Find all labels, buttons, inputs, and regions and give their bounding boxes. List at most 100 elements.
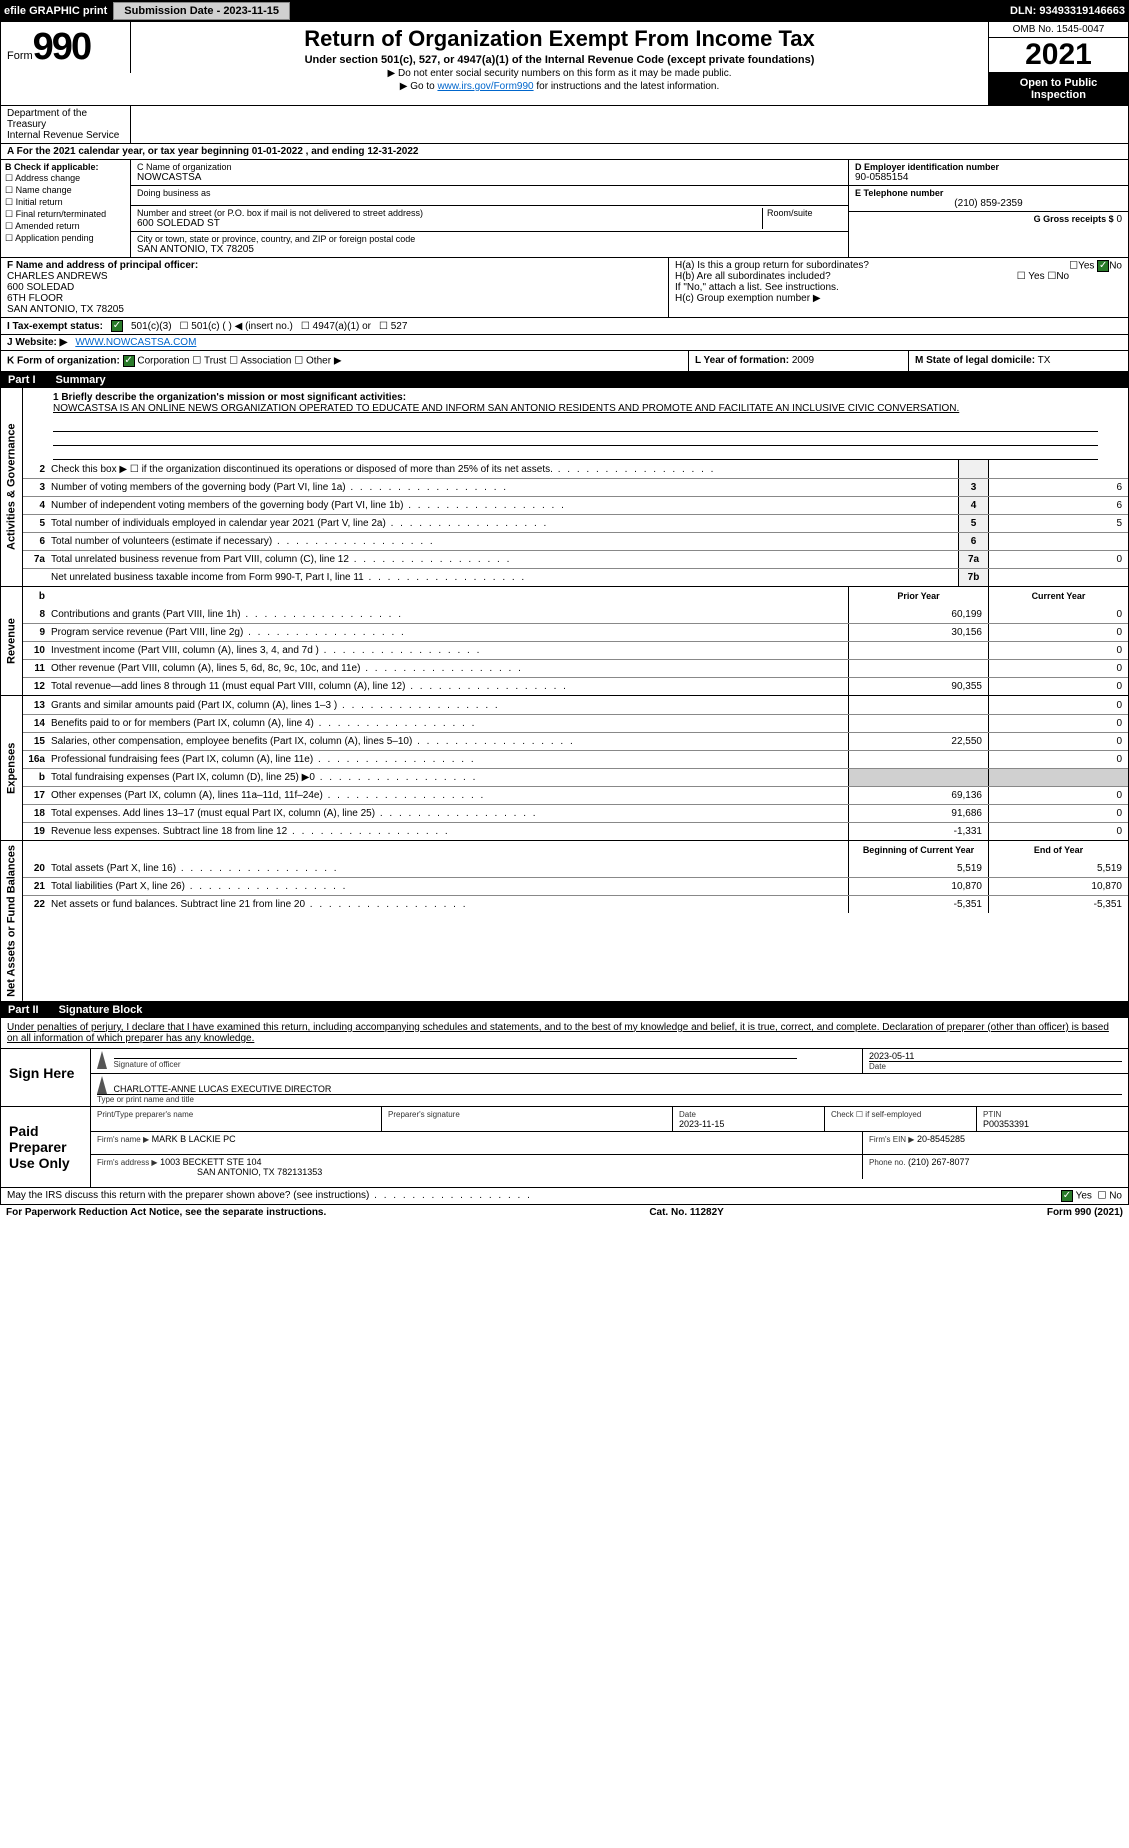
vtab-expenses: Expenses	[1, 696, 23, 840]
mission-text: NOWCASTSA IS AN ONLINE NEWS ORGANIZATION…	[53, 403, 1098, 414]
table-row: 19Revenue less expenses. Subtract line 1…	[23, 822, 1128, 840]
table-row: bTotal fundraising expenses (Part IX, co…	[23, 768, 1128, 786]
table-row: 22Net assets or fund balances. Subtract …	[23, 895, 1128, 913]
table-row: 16aProfessional fundraising fees (Part I…	[23, 750, 1128, 768]
cb-final-return[interactable]: ☐ Final return/terminated	[5, 209, 126, 220]
header-right: OMB No. 1545-0047 2021 Open to Public In…	[988, 22, 1128, 105]
discuss-row: May the IRS discuss this return with the…	[0, 1188, 1129, 1205]
dba-label: Doing business as	[137, 188, 842, 198]
table-row: 12Total revenue—add lines 8 through 11 (…	[23, 677, 1128, 695]
sig-arrow-icon	[97, 1051, 107, 1069]
blank-num: b	[23, 591, 51, 602]
cb-501c3[interactable]	[111, 320, 123, 332]
officer-name-label: Type or print name and title	[97, 1094, 1122, 1104]
paid-preparer-label: Paid Preparer Use Only	[1, 1107, 91, 1187]
netassets-section: Net Assets or Fund Balances Beginning of…	[0, 841, 1129, 1002]
table-row: 2Check this box ▶ ☐ if the organization …	[23, 460, 1128, 478]
discuss-yes-checkbox[interactable]	[1061, 1190, 1073, 1202]
firm-phone: (210) 267-8077	[908, 1157, 970, 1167]
sign-here-label: Sign Here	[1, 1049, 91, 1106]
table-row: 21Total liabilities (Part X, line 26)10,…	[23, 877, 1128, 895]
gross-label: G Gross receipts $	[1034, 214, 1114, 224]
hb-row: H(b) Are all subordinates included? ☐ Ye…	[675, 271, 1122, 282]
city-value: SAN ANTONIO, TX 78205	[137, 244, 842, 255]
table-row: 15Salaries, other compensation, employee…	[23, 732, 1128, 750]
expenses-section: Expenses 13Grants and similar amounts pa…	[0, 696, 1129, 841]
officer-line3: SAN ANTONIO, TX 78205	[7, 304, 662, 315]
cb-address-change[interactable]: ☐ Address change	[5, 173, 126, 184]
city-label: City or town, state or province, country…	[137, 234, 842, 244]
cb-app-pending[interactable]: ☐ Application pending	[5, 233, 126, 244]
table-row: 9Program service revenue (Part VIII, lin…	[23, 623, 1128, 641]
form-footer: Form 990 (2021)	[1047, 1207, 1123, 1218]
table-row: 13Grants and similar amounts paid (Part …	[23, 696, 1128, 714]
dept-row: Department of the Treasury Internal Reve…	[0, 106, 1129, 144]
phone-label: E Telephone number	[855, 188, 1122, 198]
table-row: 17Other expenses (Part IX, column (A), l…	[23, 786, 1128, 804]
room-label: Room/suite	[767, 208, 842, 218]
section-b: B Check if applicable: ☐ Address change …	[1, 160, 131, 257]
hc-row: H(c) Group exemption number ▶	[675, 293, 1122, 304]
end-year-hdr: End of Year	[988, 841, 1128, 859]
cb-amended[interactable]: ☐ Amended return	[5, 221, 126, 232]
website-link[interactable]: WWW.NOWCASTSA.COM	[75, 337, 196, 348]
table-row: 20Total assets (Part X, line 16)5,5195,5…	[23, 859, 1128, 877]
form-number: 990	[33, 26, 90, 68]
table-row: 7aTotal unrelated business revenue from …	[23, 550, 1128, 568]
officer-line1: 600 SOLEDAD	[7, 282, 662, 293]
state-domicile: TX	[1038, 355, 1051, 366]
section-fh: F Name and address of principal officer:…	[0, 258, 1129, 318]
officer-name: CHARLOTTE-ANNE LUCAS EXECUTIVE DIRECTOR	[114, 1084, 332, 1094]
part2-header: Part II Signature Block	[0, 1002, 1129, 1018]
form-title: Return of Organization Exempt From Incom…	[141, 26, 978, 52]
tax-year: 2021	[989, 38, 1128, 73]
ein-value: 90-0585154	[855, 172, 1122, 183]
phone-value: (210) 859-2359	[855, 198, 1122, 209]
org-name: NOWCASTSA	[137, 172, 842, 183]
netassets-header-row: Beginning of Current Year End of Year	[23, 841, 1128, 859]
year-formation: 2009	[792, 355, 814, 366]
signature-declaration: Under penalties of perjury, I declare th…	[0, 1018, 1129, 1049]
section-c: C Name of organization NOWCASTSA Doing b…	[131, 160, 848, 257]
row-i: I Tax-exempt status: 501(c)(3) ☐ 501(c) …	[0, 318, 1129, 335]
efile-topbar: efile GRAPHIC print Submission Date - 20…	[0, 0, 1129, 22]
prior-year-hdr: Prior Year	[848, 587, 988, 605]
officer-line2: 6TH FLOOR	[7, 293, 662, 304]
mission-block: 1 Briefly describe the organization's mi…	[23, 388, 1128, 418]
ha-no-checkbox[interactable]	[1097, 260, 1109, 272]
section-f: F Name and address of principal officer:…	[1, 258, 668, 317]
ein-label: D Employer identification number	[855, 162, 1122, 172]
cb-name-change[interactable]: ☐ Name change	[5, 185, 126, 196]
addr-label: Number and street (or P.O. box if mail i…	[137, 208, 762, 218]
gross-value: 0	[1116, 214, 1122, 225]
firm-name: MARK B LACKIE PC	[152, 1134, 236, 1144]
irs-link[interactable]: www.irs.gov/Form990	[437, 81, 533, 92]
tax-exempt-label: I Tax-exempt status:	[7, 321, 103, 332]
firm-addr1: 1003 BECKETT STE 104	[160, 1157, 261, 1167]
section-a-tax-year: A For the 2021 calendar year, or tax yea…	[0, 144, 1129, 160]
section-h: H(a) Is this a group return for subordin…	[668, 258, 1128, 317]
ha-row: H(a) Is this a group return for subordin…	[675, 260, 1122, 271]
part1-num: Part I	[8, 374, 36, 386]
sig-arrow-icon	[97, 1076, 107, 1094]
omb-number: OMB No. 1545-0047	[989, 22, 1128, 38]
table-row: 11Other revenue (Part VIII, column (A), …	[23, 659, 1128, 677]
part2-title: Signature Block	[59, 1004, 143, 1016]
table-row: 8Contributions and grants (Part VIII, li…	[23, 605, 1128, 623]
table-row: 6Total number of volunteers (estimate if…	[23, 532, 1128, 550]
cb-corporation[interactable]	[123, 355, 135, 367]
form-note-link: ▶ Go to www.irs.gov/Form990 for instruct…	[141, 81, 978, 92]
form-note-ssn: ▶ Do not enter social security numbers o…	[141, 68, 978, 79]
org-name-label: C Name of organization	[137, 162, 842, 172]
table-row: 5Total number of individuals employed in…	[23, 514, 1128, 532]
identity-block: B Check if applicable: ☐ Address change …	[0, 160, 1129, 258]
addr-value: 600 SOLEDAD ST	[137, 218, 762, 229]
cb-initial-return[interactable]: ☐ Initial return	[5, 197, 126, 208]
prep-date: 2023-11-15	[679, 1119, 724, 1129]
dept-treasury: Department of the Treasury Internal Reve…	[1, 106, 131, 143]
form-subtitle: Under section 501(c), 527, or 4947(a)(1)…	[141, 54, 978, 66]
submission-date-button[interactable]: Submission Date - 2023-11-15	[113, 2, 290, 20]
part2-num: Part II	[8, 1004, 39, 1016]
paperwork-notice: For Paperwork Reduction Act Notice, see …	[6, 1207, 326, 1218]
table-row: 18Total expenses. Add lines 13–17 (must …	[23, 804, 1128, 822]
